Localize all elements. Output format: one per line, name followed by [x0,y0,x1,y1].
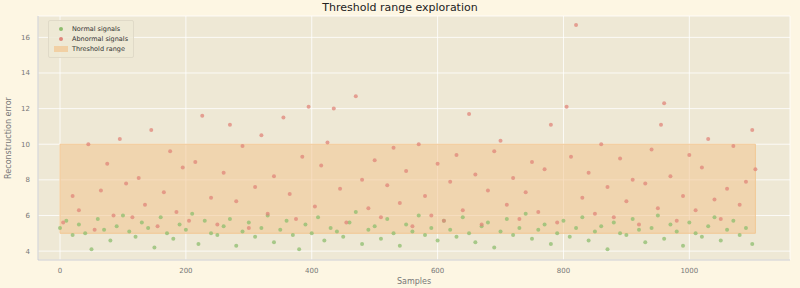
svg-text:8: 8 [26,176,30,184]
svg-text:Reconstruction error: Reconstruction error [8,96,13,178]
svg-text:4: 4 [26,248,31,256]
svg-text:0: 0 [58,267,62,275]
html-text:Threshold range: Threshold range [72,45,125,53]
svg-text:600: 600 [431,267,444,275]
svg-text:1000: 1000 [680,267,698,275]
svg-text:Samples: Samples [397,277,431,286]
svg-text:6: 6 [26,212,31,220]
html-text:Abnormal signals: Abnormal signals [72,35,128,43]
svg-text:200: 200 [179,267,192,275]
html-text:Normal signals: Normal signals [72,25,121,33]
html-text:Threshold range exploration: Threshold range exploration [322,1,478,14]
svg-text:800: 800 [557,267,570,275]
svg-text:400: 400 [305,267,318,275]
svg-text:16: 16 [21,34,30,42]
svg-text:10: 10 [21,141,30,149]
svg-text:12: 12 [21,105,30,113]
svg-text:14: 14 [21,69,30,77]
